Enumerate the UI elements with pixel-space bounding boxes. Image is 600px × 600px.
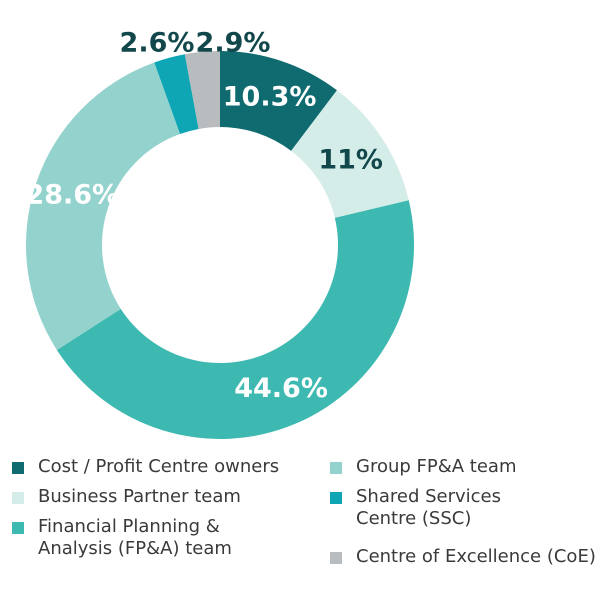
- legend: Cost / Profit Centre owners Business Part…: [12, 456, 600, 596]
- slice-value-label-3: 44.6%: [234, 373, 328, 404]
- legend-label-6: Centre of Excellence (CoE): [356, 546, 596, 567]
- legend-item-6: Centre of Excellence (CoE): [330, 546, 596, 568]
- slice-1: [220, 51, 337, 151]
- slice-4: [25, 62, 181, 350]
- slice-3: [56, 200, 414, 439]
- legend-item-1: Cost / Profit Centre owners: [12, 456, 279, 478]
- legend-label-2: Business Partner team: [38, 486, 241, 507]
- legend-item-4: Group FP&A team: [330, 456, 517, 478]
- legend-swatch-5: [330, 492, 342, 504]
- legend-item-3: Financial Planning & Analysis (FP&A) team: [12, 516, 232, 560]
- slice-labels-group: 10.3%11% 44.6% 28.6% 2.6% 2.9%: [25, 28, 383, 405]
- legend-label-4: Group FP&A team: [356, 456, 517, 477]
- slices-group: [25, 51, 414, 439]
- legend-label-5: Shared Services Centre (SSC): [356, 486, 501, 529]
- slice-5: [154, 54, 199, 134]
- legend-label-1: Cost / Profit Centre owners: [38, 456, 280, 477]
- legend-item-2: Business Partner team: [12, 486, 241, 508]
- slice-2: [291, 90, 409, 218]
- slice-value-label-5: 2.6%: [120, 28, 195, 59]
- legend-label-3: Financial Planning & Analysis (FP&A) team: [38, 516, 232, 559]
- slice-value-label-4: 28.6%: [25, 179, 119, 210]
- slice-6: [184, 51, 220, 129]
- legend-swatch-4: [330, 462, 342, 474]
- legend-swatch-6: [330, 552, 342, 564]
- legend-swatch-1: [12, 462, 24, 474]
- slice-value-label-1: 10.3%: [223, 82, 317, 113]
- slice-value-label-2: 11%: [318, 144, 383, 175]
- legend-swatch-2: [12, 492, 24, 504]
- legend-swatch-3: [12, 522, 24, 534]
- legend-item-5: Shared Services Centre (SSC): [330, 486, 501, 530]
- slice-value-label-6: 2.9%: [196, 28, 271, 59]
